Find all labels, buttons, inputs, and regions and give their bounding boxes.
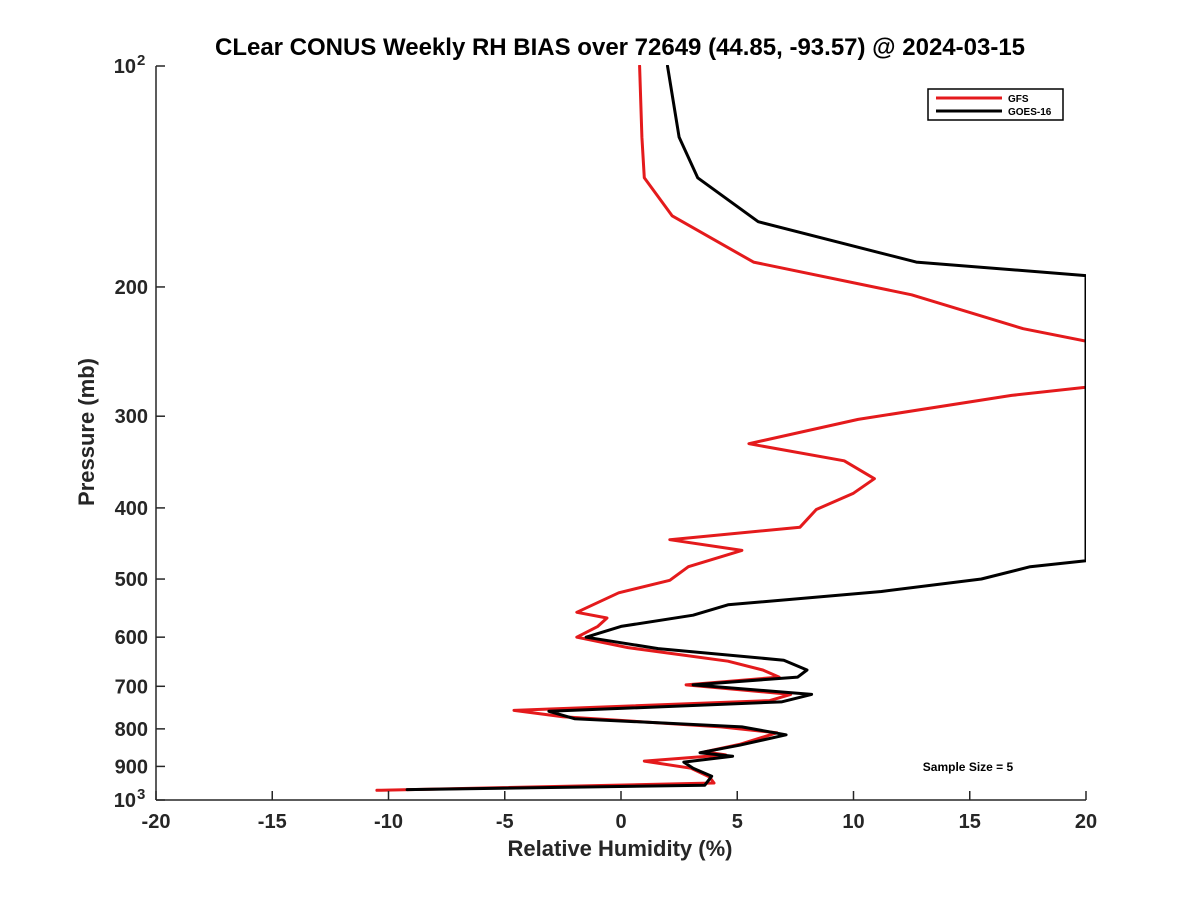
y-tick-label: 400 bbox=[115, 498, 148, 520]
x-tick-label: -20 bbox=[142, 811, 171, 833]
x-axis-label: Relative Humidity (%) bbox=[508, 836, 733, 861]
x-tick-label: 10 bbox=[842, 811, 864, 833]
legend-box bbox=[927, 88, 1064, 121]
y-tick-label: 300 bbox=[115, 406, 148, 428]
y-tick-label: 10 bbox=[114, 790, 136, 812]
x-tick-label: 20 bbox=[1075, 811, 1097, 833]
y-tick-exponent: 3 bbox=[137, 786, 145, 803]
x-tick-label: -10 bbox=[374, 811, 403, 833]
y-axis-label: Pressure (mb) bbox=[74, 358, 99, 506]
x-tick-label: -15 bbox=[258, 811, 287, 833]
y-tick-label: 200 bbox=[115, 277, 148, 299]
legend-label: GFS bbox=[1008, 94, 1029, 105]
sample-size-annotation: Sample Size = 5 bbox=[923, 760, 1014, 774]
x-tick-label: 0 bbox=[615, 811, 626, 833]
x-tick-label: 15 bbox=[959, 811, 981, 833]
x-tick-label: 5 bbox=[732, 811, 743, 833]
legend: GFS GOES-16 bbox=[927, 88, 1064, 121]
chart-title: CLear CONUS Weekly RH BIAS over 72649 (4… bbox=[215, 34, 1025, 61]
y-tick-label: 700 bbox=[115, 676, 148, 698]
legend-label: GOES-16 bbox=[1008, 107, 1052, 118]
y-tick-label: 500 bbox=[115, 569, 148, 591]
y-tick-exponent: 2 bbox=[137, 52, 145, 69]
series-line-gfs bbox=[375, 65, 1086, 792]
y-tick-label: 600 bbox=[115, 627, 148, 649]
x-tick-label: -5 bbox=[496, 811, 514, 833]
series-line-goes-16 bbox=[405, 65, 1086, 792]
y-tick-label: 10 bbox=[114, 56, 136, 78]
y-tick-label: 900 bbox=[115, 756, 148, 778]
y-tick-label: 800 bbox=[115, 719, 148, 741]
series-lines bbox=[375, 65, 1086, 792]
